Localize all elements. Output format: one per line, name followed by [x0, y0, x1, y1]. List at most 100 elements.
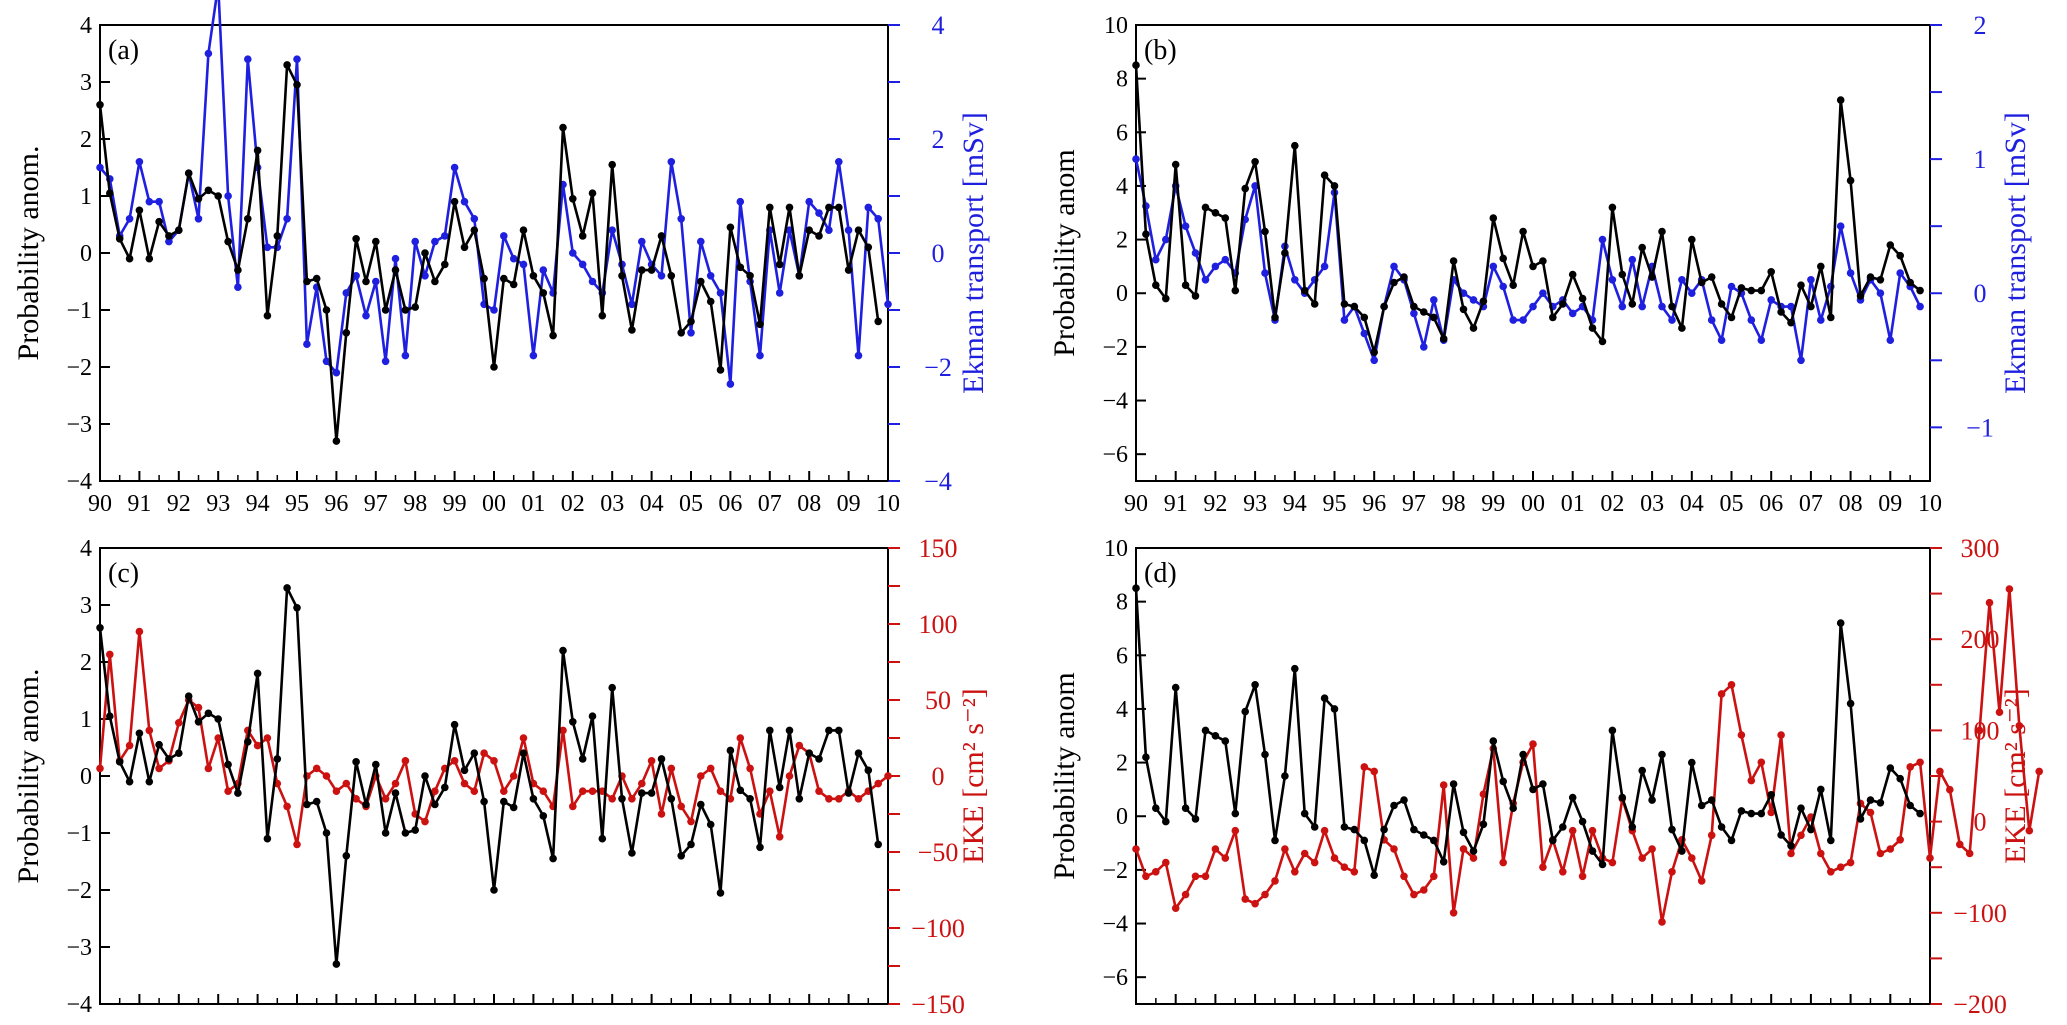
data-point — [1191, 292, 1200, 300]
data-point — [1588, 324, 1597, 332]
data-point — [342, 289, 351, 297]
data-point — [1241, 184, 1249, 193]
data-point — [1251, 899, 1259, 908]
data-point — [667, 158, 676, 166]
data-point — [1568, 309, 1577, 318]
data-point — [1628, 255, 1637, 264]
data-point — [362, 800, 370, 809]
data-point — [844, 226, 853, 234]
x-tick-label: 02 — [561, 491, 585, 517]
data-point — [194, 718, 203, 726]
data-point — [1291, 664, 1299, 673]
data-point — [578, 232, 587, 240]
data-point — [578, 787, 587, 795]
data-point — [726, 223, 735, 232]
data-point — [756, 843, 764, 852]
data-point — [746, 795, 754, 803]
data-point — [1221, 854, 1230, 862]
data-point — [224, 237, 232, 246]
data-point — [825, 226, 833, 234]
data-point — [1221, 214, 1230, 222]
data-point — [125, 741, 134, 750]
data-point — [1876, 289, 1885, 298]
data-point — [490, 306, 498, 314]
data-point — [598, 311, 607, 320]
data-point — [1330, 705, 1339, 713]
x-tick-label: 00 — [1521, 491, 1545, 517]
data-point — [1420, 886, 1428, 894]
data-point — [106, 650, 114, 659]
data-point — [244, 55, 252, 63]
data-point — [1588, 826, 1597, 835]
right-tick-label: 4 — [932, 11, 945, 40]
data-point — [1618, 793, 1627, 802]
data-point — [569, 718, 577, 726]
right-tick-label: −50 — [918, 838, 959, 867]
data-point — [332, 960, 341, 968]
data-point — [1856, 815, 1865, 823]
data-point — [578, 755, 587, 763]
data-point — [1668, 316, 1676, 324]
data-point — [844, 266, 853, 274]
panel-c: −4 −3 −2 −1 0 1 2 3 4 −150 −100 −50 0 50 100 150 Probabi… — [12, 534, 990, 1019]
data-point — [372, 277, 380, 286]
data-point — [283, 215, 291, 223]
data-point — [815, 787, 823, 795]
data-point — [1777, 308, 1785, 316]
x-tick-label: 98 — [403, 491, 427, 517]
data-point — [1469, 847, 1478, 855]
data-point — [775, 260, 784, 269]
data-point — [815, 232, 823, 240]
data-point — [569, 249, 577, 257]
data-point — [1320, 826, 1329, 835]
data-point — [431, 800, 439, 809]
data-point — [322, 772, 331, 780]
data-point — [1618, 302, 1627, 311]
series-probability-anomaly — [96, 61, 882, 445]
data-point — [1916, 809, 1924, 818]
data-point — [1231, 286, 1240, 295]
data-point — [372, 760, 380, 769]
data-point — [470, 226, 479, 234]
data-point — [864, 203, 873, 212]
data-point — [559, 726, 567, 735]
data-point — [1320, 171, 1329, 179]
data-point — [106, 189, 114, 197]
data-point — [293, 604, 301, 612]
data-point — [1876, 276, 1885, 284]
data-point — [125, 254, 134, 263]
data-point — [500, 787, 508, 795]
left-tick-label: −4 — [1102, 389, 1128, 415]
left-tick-label: 0 — [80, 764, 92, 790]
data-point — [1658, 302, 1666, 311]
data-point — [1886, 336, 1895, 345]
x-tick-label: 09 — [1878, 491, 1902, 517]
data-point — [706, 820, 715, 829]
data-point — [431, 237, 439, 246]
x-tick-label: 92 — [167, 491, 191, 517]
data-point — [1817, 262, 1825, 271]
data-point — [805, 197, 813, 206]
data-point — [1827, 868, 1835, 876]
left-tick-label: −2 — [66, 355, 92, 381]
left-tick-label: 1 — [80, 707, 92, 733]
data-point — [657, 755, 666, 763]
data-point — [1241, 895, 1249, 903]
data-point — [303, 340, 311, 349]
data-point — [1727, 681, 1736, 689]
data-point — [1330, 182, 1339, 190]
data-point — [1181, 804, 1190, 812]
data-point — [1797, 281, 1805, 290]
data-point — [1360, 836, 1369, 845]
left-tick-label: 8 — [1116, 590, 1128, 616]
data-point — [1539, 289, 1547, 298]
data-point — [1231, 809, 1240, 818]
data-point — [1757, 286, 1766, 295]
data-point — [1261, 750, 1269, 759]
data-point — [145, 726, 154, 735]
data-point — [1717, 690, 1726, 698]
data-point — [244, 738, 252, 746]
data-point — [647, 266, 656, 274]
data-point — [1420, 831, 1428, 839]
